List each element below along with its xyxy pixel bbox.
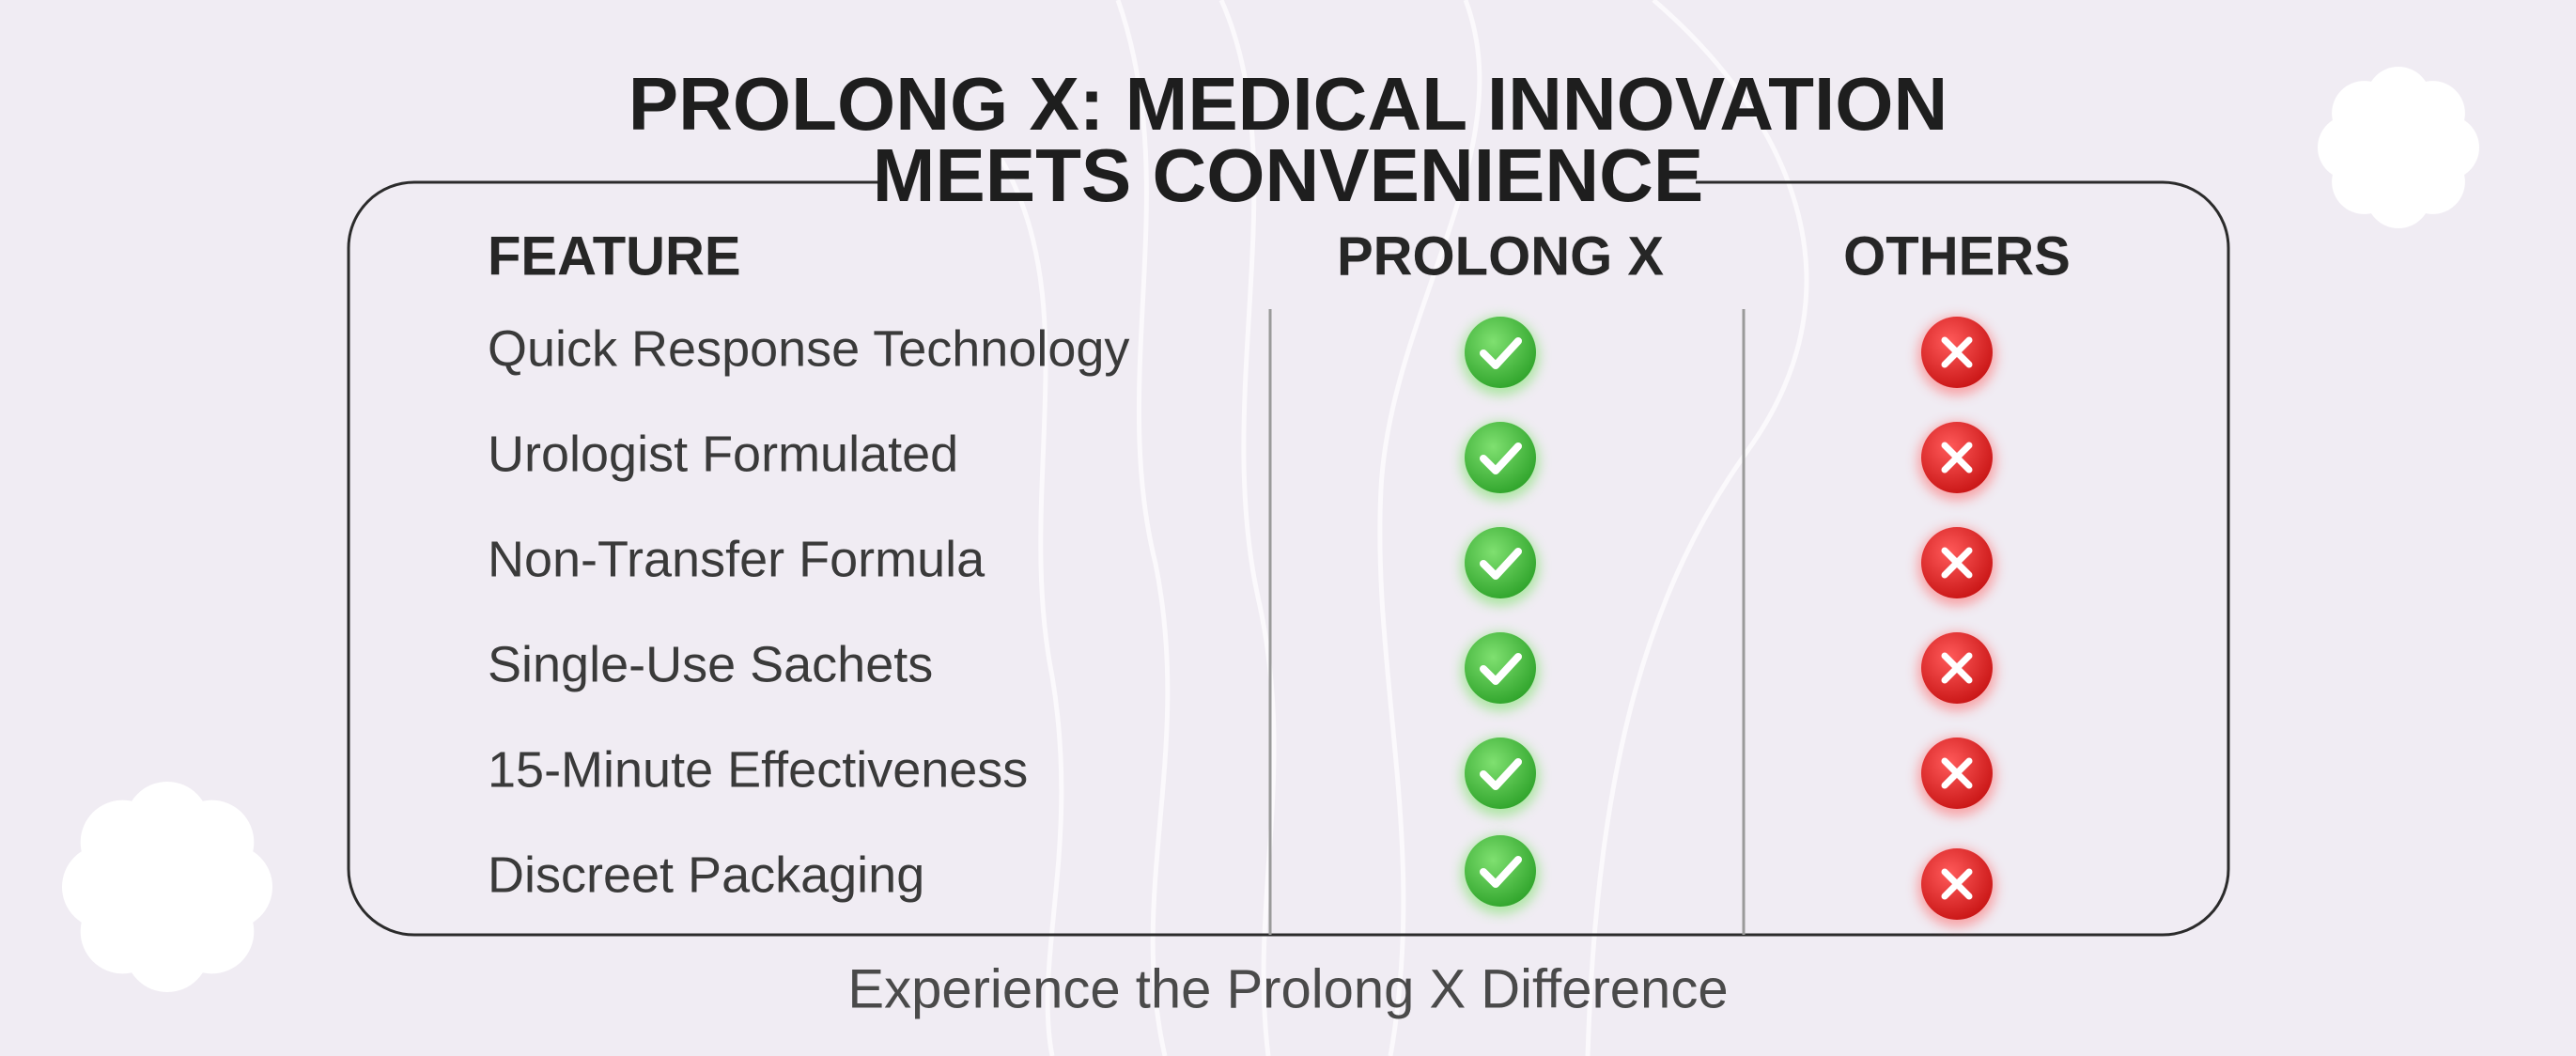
feature-label: Quick Response Technology bbox=[488, 320, 1129, 377]
feature-label: Non-Transfer Formula bbox=[488, 531, 985, 587]
title-line: MEETS CONVENIENCE bbox=[873, 133, 1704, 217]
icon-disc bbox=[1465, 632, 1536, 704]
flower-decoration bbox=[62, 67, 2480, 992]
check-icon bbox=[1461, 422, 1540, 501]
cross-icon bbox=[1917, 632, 1996, 711]
flower-petal bbox=[2400, 81, 2465, 146]
check-mark bbox=[1480, 443, 1522, 474]
icon-disc bbox=[1465, 317, 1536, 388]
feature-label: Urologist Formulated bbox=[488, 426, 958, 482]
cross-mark bbox=[1941, 868, 1973, 900]
icon-disc bbox=[1465, 527, 1536, 598]
cross-icon bbox=[1917, 527, 1996, 606]
feature-label: Single-Use Sachets bbox=[488, 636, 933, 692]
cross-mark bbox=[1941, 547, 1973, 579]
title-line: PROLONG X: MEDICAL INNOVATION bbox=[628, 62, 1948, 146]
feature-label: Discreet Packaging bbox=[488, 846, 924, 903]
cross-icon bbox=[1917, 848, 1996, 927]
check-icon bbox=[1461, 527, 1540, 606]
cross-icon bbox=[1917, 738, 1996, 816]
flower-petal bbox=[169, 800, 255, 885]
check-mark bbox=[1480, 653, 1522, 685]
check-mark bbox=[1480, 758, 1522, 790]
check-icon bbox=[1461, 632, 1540, 711]
check-icon bbox=[1461, 317, 1540, 396]
cross-mark bbox=[1941, 442, 1973, 474]
table-frame bbox=[347, 180, 2230, 937]
column-header: OTHERS bbox=[1843, 225, 2071, 287]
feature-label: 15-Minute Effectiveness bbox=[488, 741, 1028, 798]
cross-icon bbox=[1917, 317, 1996, 396]
check-mark bbox=[1480, 856, 1522, 888]
column-header: PROLONG X bbox=[1337, 225, 1664, 287]
cross-mark bbox=[1941, 652, 1973, 684]
check-mark bbox=[1480, 548, 1522, 580]
background-waves bbox=[993, 0, 1809, 1056]
cross-mark bbox=[1941, 757, 1973, 789]
cross-icon bbox=[1917, 422, 1996, 501]
check-icon bbox=[1461, 835, 1540, 914]
icon-disc bbox=[1465, 835, 1536, 907]
footer-tagline: Experience the Prolong X Difference bbox=[847, 958, 1728, 1019]
check-icon bbox=[1461, 738, 1540, 816]
column-header: FEATURE bbox=[488, 225, 741, 287]
check-mark bbox=[1480, 337, 1522, 369]
icon-disc bbox=[1465, 422, 1536, 493]
icon-disc bbox=[1465, 738, 1536, 809]
cross-mark bbox=[1941, 336, 1973, 368]
